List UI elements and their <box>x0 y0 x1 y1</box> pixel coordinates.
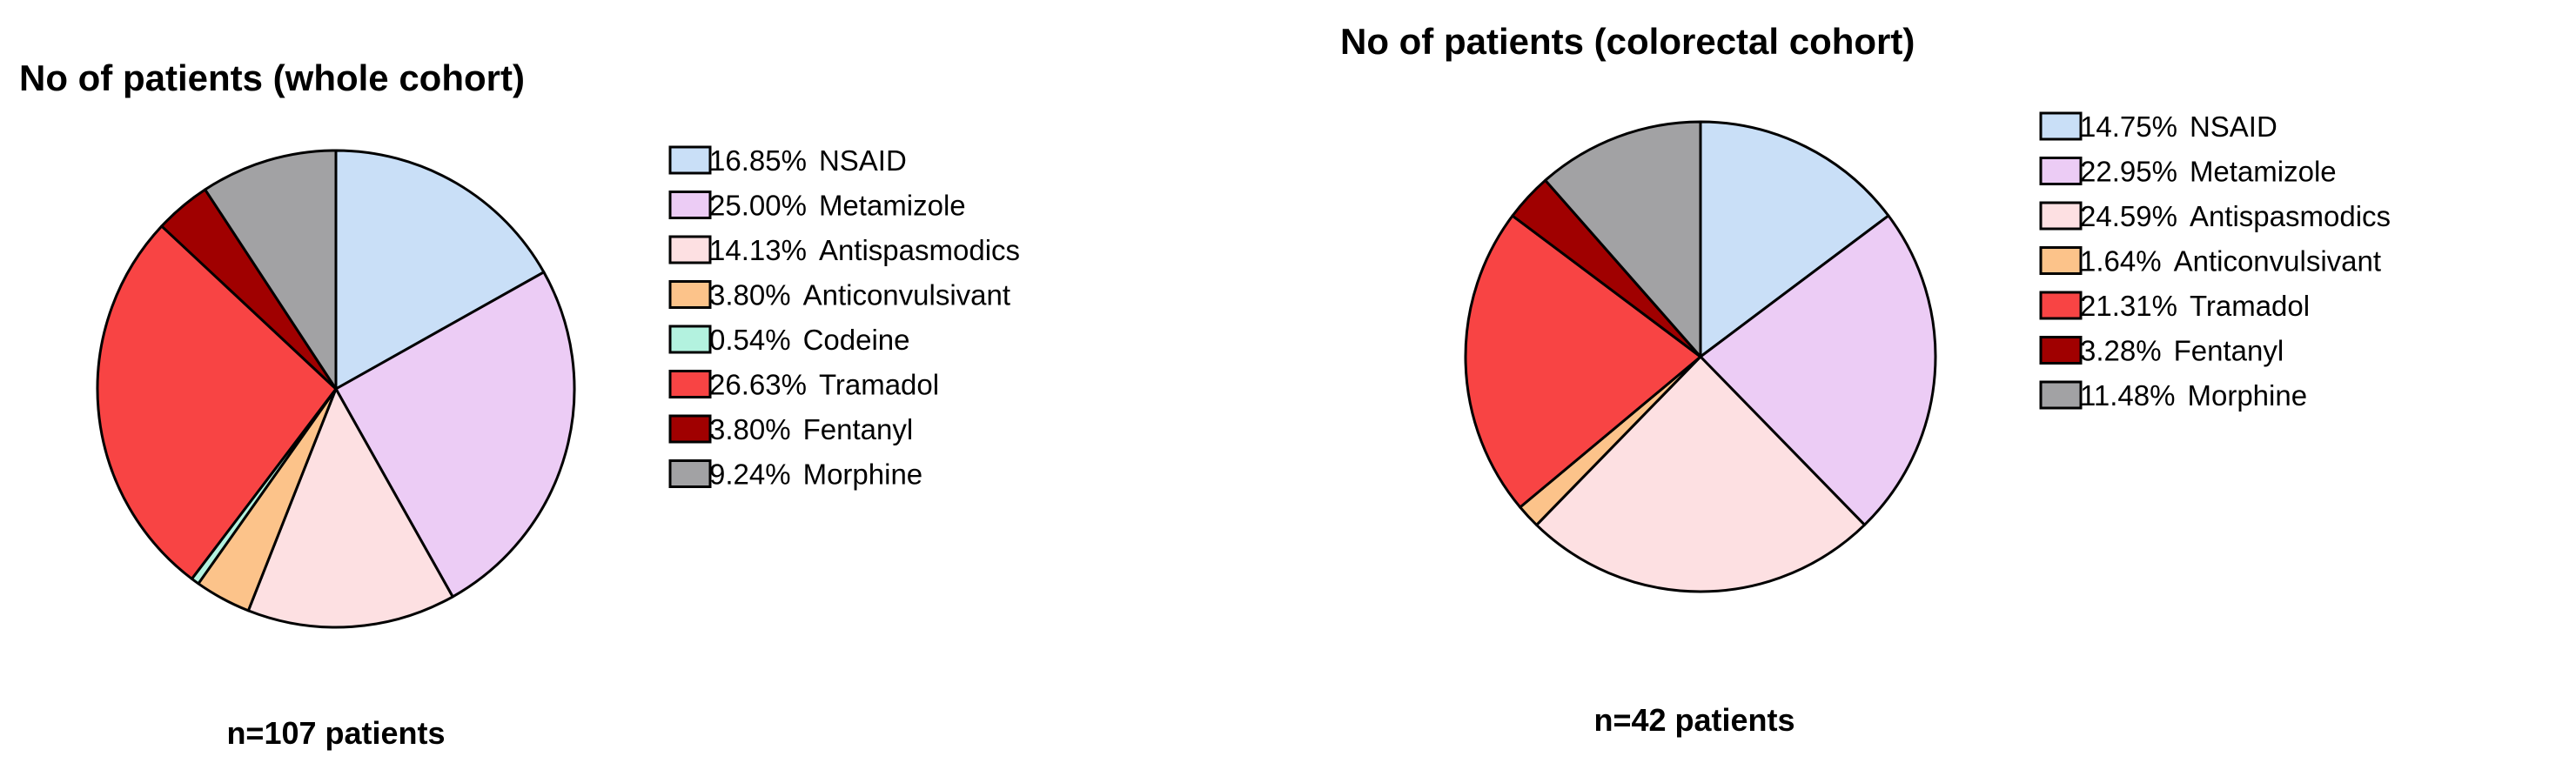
legend: 14.75% NSAID 22.95% Metamizole 24.59% Antispa… <box>2039 110 2391 412</box>
legend-label: 26.63% Tramadol <box>709 369 939 401</box>
legend-category: Codeine <box>803 324 910 356</box>
legend-value: 14.75% <box>2080 110 2177 143</box>
legend-item-nsaid: 14.75% NSAID <box>2039 110 2277 143</box>
legend-category: Morphine <box>803 458 923 491</box>
legend-value: 24.59% <box>2080 200 2177 232</box>
legend-item-anticonvulsivant: 3.80% Anticonvulsivant <box>668 279 1010 311</box>
legend-item-fentanyl: 3.28% Fentanyl <box>2039 335 2284 367</box>
pie-slices <box>1464 120 1937 593</box>
legend-label: 21.31% Tramadol <box>2080 290 2310 322</box>
legend-item-tramadol: 26.63% Tramadol <box>668 369 939 401</box>
legend-item-anticonvulsivant: 1.64% Anticonvulsivant <box>2039 245 2381 278</box>
legend-swatch <box>2039 336 2083 365</box>
pie-slice-tramadol <box>96 224 338 580</box>
legend-swatch <box>668 191 712 219</box>
pie-slice-morphine <box>1544 120 1702 358</box>
legend-label: 0.54% Codeine <box>709 324 910 356</box>
legend-swatch <box>668 235 712 264</box>
legend-category: Metamizole <box>819 190 966 222</box>
legend-label: 24.59% Antispasmodics <box>2080 200 2391 232</box>
legend-value: 0.54% <box>709 324 791 356</box>
pie-slices <box>96 149 576 629</box>
legend-category: NSAID <box>2190 110 2277 143</box>
legend-value: 3.28% <box>2080 335 2162 367</box>
legend-value: 22.95% <box>2080 156 2177 188</box>
legend-category: Antispasmodics <box>819 234 1020 266</box>
legend-value: 25.00% <box>709 190 807 222</box>
legend-label: 14.13% Antispasmodics <box>709 234 1020 266</box>
legend-label: 3.28% Fentanyl <box>2080 335 2284 367</box>
legend-label: 22.95% Metamizole <box>2080 156 2337 188</box>
legend-category: Tramadol <box>819 369 939 401</box>
pie-slice-tramadol <box>1464 214 1702 509</box>
legend-category: Anticonvulsivant <box>803 279 1010 311</box>
legend-item-morphine: 9.24% Morphine <box>668 458 922 491</box>
legend-category: NSAID <box>819 144 907 177</box>
legend-value: 26.63% <box>709 369 807 401</box>
legend-label: 3.80% Fentanyl <box>709 413 913 445</box>
legend-item-nsaid: 16.85% NSAID <box>668 144 907 177</box>
pie-slice-antispasmodics <box>1535 355 1866 593</box>
legend-label: 14.75% NSAID <box>2080 110 2277 143</box>
pie-slice-morphine <box>204 149 338 391</box>
legend-category: Fentanyl <box>803 413 914 445</box>
legend-item-antispasmodics: 24.59% Antispasmodics <box>2039 200 2391 232</box>
legend-label: 11.48% Morphine <box>2080 379 2307 412</box>
legend-swatch <box>2039 201 2083 231</box>
legend-value: 16.85% <box>709 144 807 177</box>
legend-swatch <box>668 145 712 175</box>
legend-swatch <box>668 414 712 444</box>
legend-value: 14.13% <box>709 234 807 266</box>
legend-swatch <box>2039 246 2083 275</box>
legend-value: 21.31% <box>2080 290 2177 322</box>
legend-item-metamizole: 25.00% Metamizole <box>668 190 966 222</box>
legend-category: Fentanyl <box>2174 335 2284 367</box>
legend-value: 3.80% <box>709 413 791 445</box>
legend-value: 3.80% <box>709 279 791 311</box>
pie-slice-nsaid <box>334 149 546 391</box>
pie-slice-metamizole <box>1699 214 1937 526</box>
legend-item-fentanyl: 3.80% Fentanyl <box>668 413 913 445</box>
legend-label: 9.24% Morphine <box>709 458 922 491</box>
legend-category: Tramadol <box>2190 290 2310 322</box>
pie-slice-antispasmodics <box>246 387 454 629</box>
legend-value: 11.48% <box>2080 379 2175 412</box>
chart-title: No of patients (colorectal cohort) <box>1340 21 1915 62</box>
pie-chart-colorectal-cohort: No of patients (colorectal cohort) 14.75… <box>1340 21 2391 738</box>
legend-item-metamizole: 22.95% Metamizole <box>2039 156 2337 188</box>
sample-size-label: n=42 patients <box>1593 702 1794 738</box>
legend-swatch <box>2039 111 2083 141</box>
legend-category: Antispasmodics <box>2190 200 2391 232</box>
pie-slice-nsaid <box>1699 120 1890 358</box>
legend-label: 25.00% Metamizole <box>709 190 966 222</box>
legend-value: 9.24% <box>709 458 791 491</box>
legend-label: 1.64% Anticonvulsivant <box>2080 245 2381 278</box>
legend-swatch <box>2039 380 2083 410</box>
chart-title: No of patients (whole cohort) <box>19 57 525 98</box>
sample-size-label: n=107 patients <box>226 715 445 751</box>
legend-category: Metamizole <box>2190 156 2337 188</box>
legend-value: 1.64% <box>2080 245 2162 278</box>
legend-category: Morphine <box>2187 379 2307 412</box>
legend-swatch <box>2039 291 2083 320</box>
pie-chart-whole-cohort: No of patients (whole cohort) 16.85% NSAI… <box>19 57 1020 751</box>
legend-item-antispasmodics: 14.13% Antispasmodics <box>668 234 1020 266</box>
legend-swatch <box>668 325 712 354</box>
legend-swatch <box>2039 157 2083 185</box>
legend-category: Anticonvulsivant <box>2174 245 2381 278</box>
pie-slice-metamizole <box>334 271 576 599</box>
legend-item-tramadol: 21.31% Tramadol <box>2039 290 2310 322</box>
legend-label: 3.80% Anticonvulsivant <box>709 279 1010 311</box>
legend-swatch <box>668 370 712 398</box>
legend-swatch <box>668 280 712 309</box>
legend-swatch <box>668 459 712 488</box>
legend-item-codeine: 0.54% Codeine <box>668 324 910 356</box>
legend-label: 16.85% NSAID <box>709 144 907 177</box>
legend: 16.85% NSAID 25.00% Metamizole 14.13% Antispa… <box>668 144 1020 491</box>
legend-item-morphine: 11.48% Morphine <box>2039 379 2307 412</box>
